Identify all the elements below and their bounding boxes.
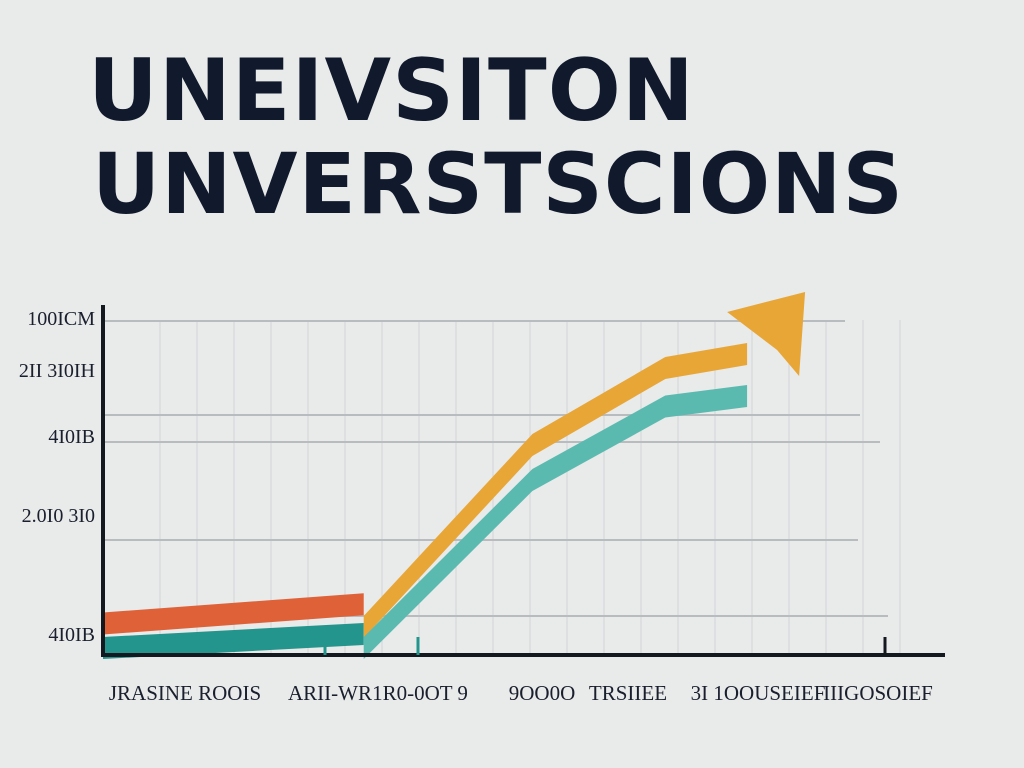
series-orange-arrowhead (727, 292, 806, 376)
x-category-label: ARII-WR (288, 681, 372, 705)
x-category-label: 3I 1OOUSEIEF (691, 681, 826, 705)
y-tick-label: 2.0I0 3I0 (22, 505, 95, 527)
x-category-label: TRSIIEE (589, 681, 667, 705)
series-darkteal-line (103, 623, 364, 659)
label-layer: 100ICM 2II 3I0IH 4I0IB 2.0I0 3I0 4I0IB JRASIN… (19, 308, 933, 705)
y-tick-label: 100ICM (27, 308, 95, 330)
series-layer (103, 292, 806, 659)
y-tick-label: 4I0IB (48, 426, 95, 448)
chart-title-line-1: UNEIVSITON (88, 41, 695, 141)
series-red-line (103, 593, 364, 635)
x-category-label: IIIGOSOIEF (823, 681, 933, 705)
axis-layer (101, 305, 945, 657)
x-category-label: JRASINE ROOIS (109, 681, 261, 705)
chart-title-line-2: UNVERSTSCIONS (92, 135, 904, 233)
chart-title-block: UNEIVSITON UNVERSTSCIONS (88, 48, 988, 226)
x-category-label: 9OO0O (509, 681, 576, 705)
y-tick-label: 2II 3I0IH (19, 360, 95, 382)
y-tick-label: 4I0IB (48, 624, 95, 646)
x-category-label: 1R0-0OT 9 (372, 681, 468, 705)
